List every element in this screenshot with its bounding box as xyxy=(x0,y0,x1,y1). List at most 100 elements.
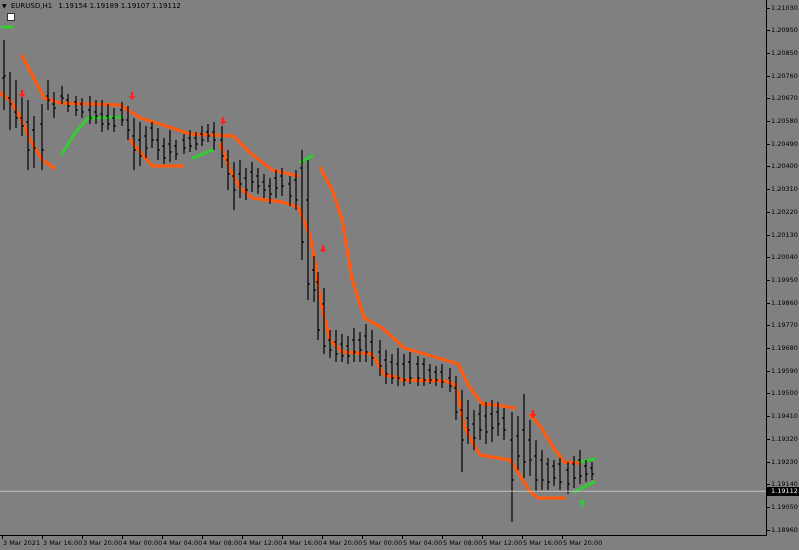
ohlc-bar xyxy=(340,334,344,362)
price-chart[interactable] xyxy=(0,0,767,536)
ohlc-bar xyxy=(546,458,550,490)
time-tick xyxy=(242,536,243,539)
time-tick xyxy=(402,536,403,539)
channel-line xyxy=(20,54,300,178)
ohlc-bar xyxy=(226,150,230,190)
price-label: 1.18960 xyxy=(771,525,798,534)
plot-area[interactable]: ▼ EURUSD,H1 1.19154 1.19189 1.19107 1.19… xyxy=(0,0,767,536)
ohlc-bar xyxy=(268,178,272,204)
ohlc-bar xyxy=(346,336,350,364)
channel-line xyxy=(0,91,56,170)
ohlc-bar xyxy=(472,410,476,450)
time-axis[interactable]: 3 Mar 2021 3 Mar 16:00 3 Mar 20:00 4 Mar 00… xyxy=(0,536,767,550)
price-tick xyxy=(767,211,770,213)
ohlc-bar xyxy=(126,106,130,140)
price-tick xyxy=(767,189,770,191)
ohlc-bar xyxy=(306,160,310,300)
signal-arrows xyxy=(18,90,586,507)
time-label: 5 Mar 12:00 xyxy=(483,539,523,547)
time-tick xyxy=(442,536,443,539)
ohlc-bar xyxy=(26,100,30,170)
time-label: 4 Mar 00:00 xyxy=(123,539,163,547)
time-label: 5 Mar 16:00 xyxy=(523,539,563,547)
price-label: 1.20040 xyxy=(771,253,798,262)
price-label: 1.19590 xyxy=(771,366,798,375)
time-label: 5 Mar 20:00 xyxy=(563,539,603,547)
ohlc-bar xyxy=(510,412,514,522)
ohlc-bar xyxy=(174,140,178,160)
trend-segment xyxy=(578,457,596,464)
time-tick xyxy=(2,536,3,539)
price-tick xyxy=(767,529,770,531)
ohlc-bar xyxy=(150,122,154,148)
ohlc-bar xyxy=(364,324,368,362)
price-tick xyxy=(767,257,770,259)
price-tick xyxy=(767,461,770,463)
ohlc-bar xyxy=(552,460,556,486)
ohlc-bar xyxy=(294,170,298,210)
time-label: 3 Mar 16:00 xyxy=(43,539,83,547)
ohlc-bar xyxy=(288,176,292,206)
symbol-name: EURUSD,H1 xyxy=(10,2,53,10)
price-label: 1.21030 xyxy=(771,3,798,12)
ohlc-bar xyxy=(540,450,544,490)
ohlc-bar xyxy=(112,108,116,132)
price-label: 1.20760 xyxy=(771,71,798,80)
dropdown-triangle-icon[interactable]: ▼ xyxy=(2,3,7,10)
ohlc-bar xyxy=(328,330,332,358)
ohlc-bar xyxy=(440,364,444,388)
ohlc-bar xyxy=(80,98,84,118)
ohlc-bar xyxy=(466,400,470,444)
ohlc-bar xyxy=(280,168,284,196)
channel-line xyxy=(528,413,580,465)
ohlc-bar xyxy=(200,126,204,146)
channel-line xyxy=(218,142,566,500)
ohlc-bar xyxy=(66,94,70,112)
ohlc-bar xyxy=(220,126,224,168)
ohlc-bar xyxy=(156,128,160,160)
ohlc-bar xyxy=(384,350,388,384)
ohlc-bar xyxy=(238,160,242,198)
price-tick xyxy=(767,143,770,145)
trend-segment xyxy=(572,480,596,494)
ohlc-bar xyxy=(74,96,78,116)
ohlc-bar xyxy=(566,462,570,494)
ohlc-bar xyxy=(244,168,248,200)
trend-segment xyxy=(191,148,214,160)
time-tick xyxy=(42,536,43,539)
price-tick xyxy=(767,416,770,418)
time-tick xyxy=(482,536,483,539)
ohlc-bar xyxy=(52,92,56,118)
price-axis[interactable]: 1.21030 1.20950 1.20850 1.20760 1.20670 1.205… xyxy=(767,0,799,536)
time-tick xyxy=(82,536,83,539)
time-label: 3 Mar 20:00 xyxy=(83,539,123,547)
one-click-trading-icon[interactable] xyxy=(7,13,15,21)
ohlc-bar xyxy=(558,458,562,490)
ohlc-bar xyxy=(250,162,254,192)
price-label: 1.19860 xyxy=(771,298,798,307)
sell-arrow-icon xyxy=(319,245,327,253)
ohlc-bar xyxy=(100,100,104,132)
ohlc-bar xyxy=(300,150,304,260)
price-label: 1.20490 xyxy=(771,139,798,148)
ohlc-bar xyxy=(32,116,36,168)
price-label: 1.20310 xyxy=(771,185,798,194)
ohlc-bar xyxy=(460,390,464,472)
ohlc-bar xyxy=(352,328,356,362)
ohlc-bar xyxy=(46,80,50,110)
ohlc-bar xyxy=(132,118,136,170)
price-label: 1.20950 xyxy=(771,26,798,35)
price-label: 1.19410 xyxy=(771,412,798,421)
price-label: 1.20220 xyxy=(771,207,798,216)
ohlc-bar xyxy=(478,404,482,440)
price-tick xyxy=(767,506,770,508)
price-tick xyxy=(767,302,770,304)
ohlc-bar xyxy=(316,272,320,340)
ohlc-bar xyxy=(322,288,326,354)
time-label: 5 Mar 00:00 xyxy=(363,539,403,547)
price-tick xyxy=(767,393,770,395)
ohlc-bar xyxy=(232,162,236,210)
time-tick xyxy=(362,536,363,539)
ohlc-bar xyxy=(484,402,488,444)
